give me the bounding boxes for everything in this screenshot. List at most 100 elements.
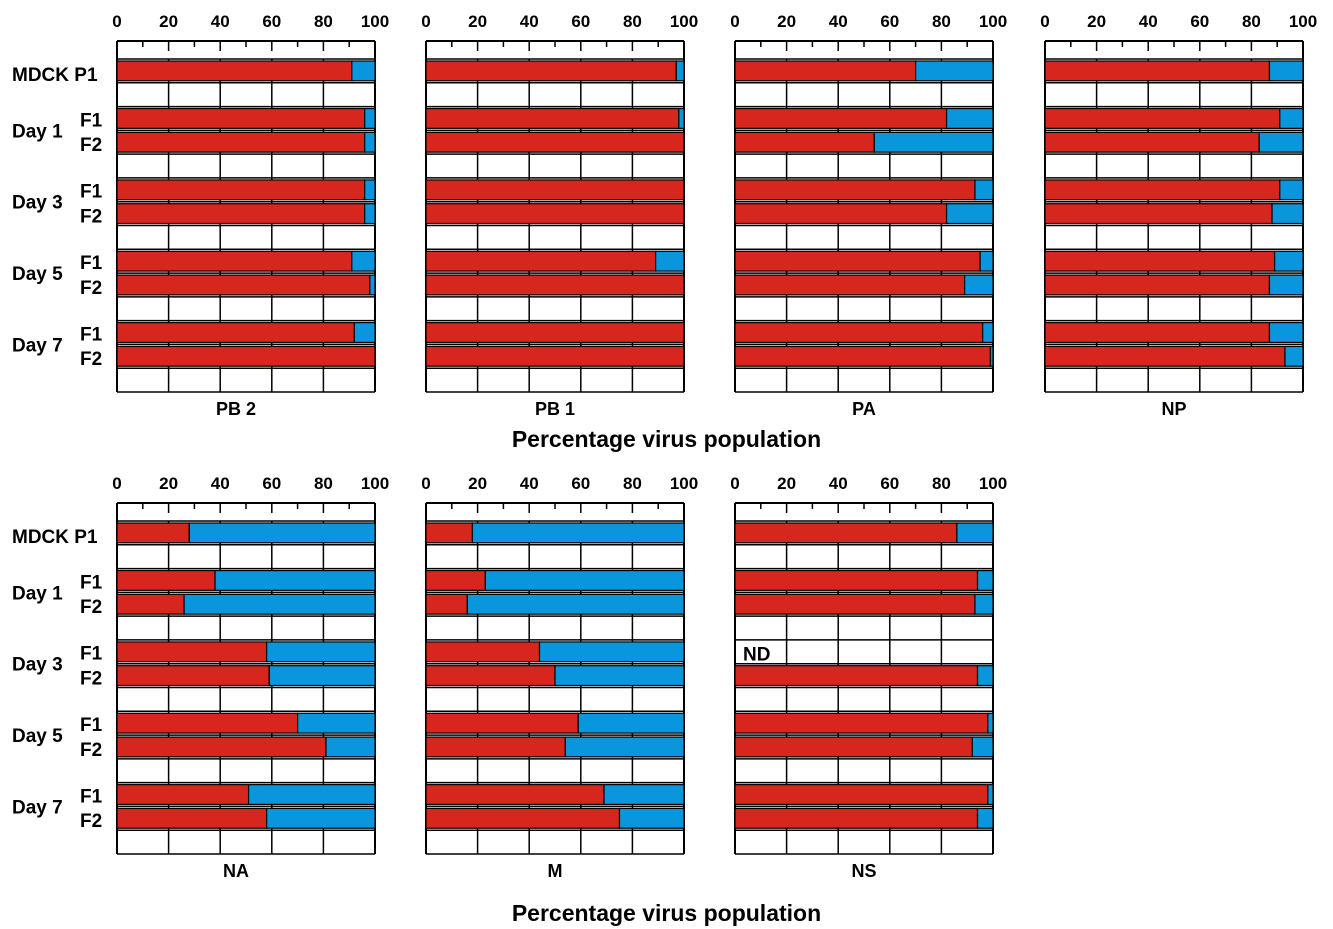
panel-na <box>116 502 376 855</box>
axis-tick-label: 60 <box>1190 12 1209 31</box>
row-label-f1: F1 <box>80 572 103 593</box>
panel-pb-2 <box>116 40 376 393</box>
row-label-day: Day 3 <box>12 655 63 676</box>
panel-label: NA <box>223 861 249 881</box>
bar-segment-blue <box>1279 179 1304 201</box>
axis-tick-label: 60 <box>262 12 281 31</box>
row-label-f2: F2 <box>80 135 102 156</box>
row-label-mdck: MDCK P1 <box>12 65 98 86</box>
bar-segment-red <box>1044 131 1260 153</box>
panel-label: PA <box>852 399 876 419</box>
bar-segment-red <box>425 641 541 663</box>
bar-segment-blue <box>1271 203 1304 225</box>
axis-tick-label: 0 <box>112 12 121 31</box>
bar-segment-blue <box>577 712 685 734</box>
bar-segment-red <box>425 569 486 591</box>
bar-segment-blue <box>538 641 685 663</box>
axis-tick-label: 80 <box>1242 12 1261 31</box>
panel-label: PB 1 <box>535 399 575 419</box>
bar-segment-red <box>425 784 605 806</box>
bar-segment-blue <box>976 569 994 591</box>
x-axis-title-top: Percentage virus population <box>511 426 822 452</box>
bar-segment-blue <box>1258 131 1304 153</box>
bar-segment-blue <box>353 322 376 344</box>
bar-segment-red <box>116 179 366 201</box>
row-label-f2: F2 <box>80 349 102 370</box>
bar-segment-blue <box>364 203 376 225</box>
bar-segment-red <box>116 665 270 687</box>
bar-segment-blue <box>945 203 994 225</box>
axis-tick-label: 80 <box>314 12 333 31</box>
axis-tick-label: 40 <box>211 12 230 31</box>
bar-segment-red <box>1044 107 1281 129</box>
bar-segment-blue <box>297 712 376 734</box>
row-label-f1: F1 <box>80 324 103 345</box>
bar-segment-red <box>734 250 981 272</box>
row-label-mdck: MDCK P1 <box>12 527 98 548</box>
bar-segment-blue <box>982 322 994 344</box>
row-label-f1: F1 <box>80 715 103 736</box>
axis-tick-label: 100 <box>1289 12 1317 31</box>
bar-segment-red <box>1044 60 1271 82</box>
nd-annotation: ND <box>743 645 770 666</box>
bar-segment-blue <box>471 522 685 544</box>
bar-segment-red <box>425 345 685 367</box>
bar-segment-blue <box>1268 274 1304 296</box>
bar-segment-red <box>734 274 966 296</box>
axis-tick-label: 80 <box>314 474 333 493</box>
bar-segment-red <box>734 107 948 129</box>
axis-tick-label: 40 <box>829 474 848 493</box>
row-label-day: Day 1 <box>12 583 63 604</box>
bar-segment-red <box>116 322 355 344</box>
bar-segment-red <box>734 345 992 367</box>
bar-segment-blue <box>564 736 685 758</box>
row-label-day: Day 5 <box>12 264 63 285</box>
axis-tick-label: 0 <box>421 474 430 493</box>
bar-segment-red <box>734 522 958 544</box>
axis-tick-label: 20 <box>777 12 796 31</box>
bar-segment-red <box>734 712 989 734</box>
bar-segment-blue <box>914 60 994 82</box>
axis-tick-label: 80 <box>932 12 951 31</box>
axis-tick-label: 20 <box>159 12 178 31</box>
bar-segment-blue <box>1268 60 1304 82</box>
bar-segment-red <box>116 274 371 296</box>
bar-segment-red <box>1044 274 1271 296</box>
bar-segment-red <box>734 179 976 201</box>
bar-segment-red <box>425 712 579 734</box>
bar-segment-blue <box>873 131 994 153</box>
bar-segment-red <box>425 131 685 153</box>
axis-tick-label: 100 <box>670 12 698 31</box>
bar-segment-blue <box>214 569 376 591</box>
bar-segment-blue <box>247 784 376 806</box>
bar-segment-blue <box>325 736 376 758</box>
panel-label: NS <box>851 861 876 881</box>
panel-label: M <box>548 861 563 881</box>
row-label-day: Day 7 <box>12 335 63 356</box>
bar-segment-red <box>1044 179 1281 201</box>
bar-segment-red <box>734 807 979 829</box>
bar-segment-blue <box>976 665 994 687</box>
bar-segment-blue <box>1279 107 1304 129</box>
bar-segment-blue <box>987 784 994 806</box>
bar-segment-blue <box>976 807 994 829</box>
bar-segment-red <box>425 250 657 272</box>
panel-np <box>1044 40 1304 393</box>
bar-segment-red <box>734 60 917 82</box>
bar-segment-blue <box>484 569 685 591</box>
bar-segment-red <box>1044 322 1271 344</box>
axis-tick-label: 0 <box>730 12 739 31</box>
row-label-f1: F1 <box>80 786 103 807</box>
bar-segment-red <box>425 593 468 615</box>
bar-segment-blue <box>188 522 376 544</box>
bar-segment-blue <box>364 179 376 201</box>
bar-segment-red <box>734 736 973 758</box>
bar-segment-red <box>116 522 190 544</box>
bar-segment-red <box>116 60 353 82</box>
panel-ns <box>734 502 994 855</box>
axis-tick-label: 0 <box>730 474 739 493</box>
axis-tick-label: 0 <box>421 12 430 31</box>
row-label-day: Day 1 <box>12 121 63 142</box>
bar-segment-red <box>425 736 566 758</box>
bar-segment-blue <box>266 807 376 829</box>
